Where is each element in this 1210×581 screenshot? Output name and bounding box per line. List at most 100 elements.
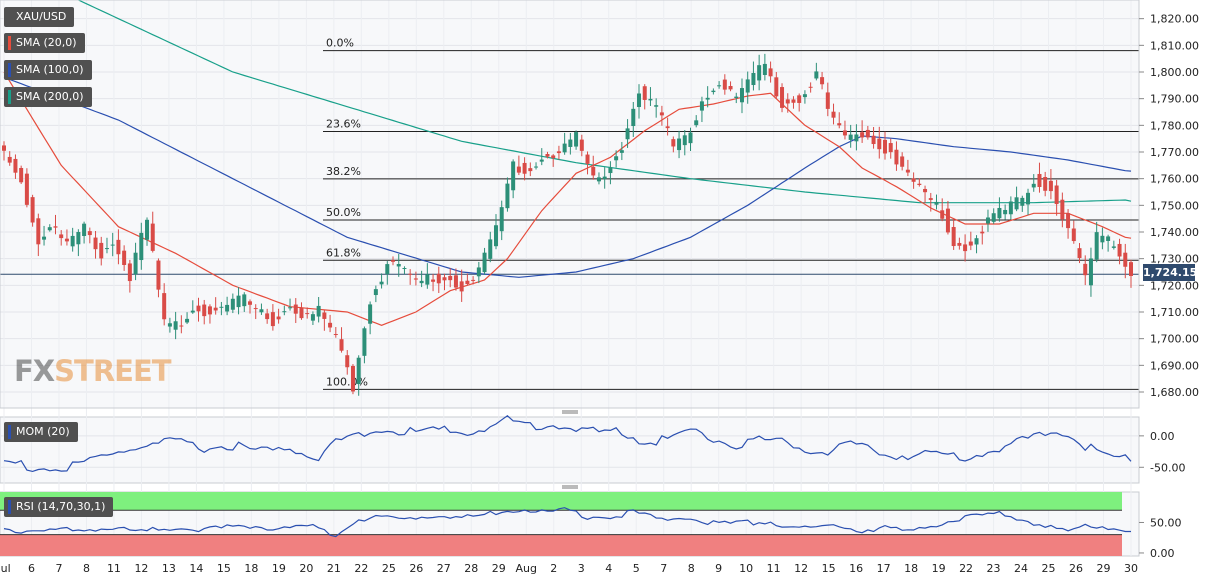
x-tick-label: 2 xyxy=(550,562,557,575)
candle-body xyxy=(963,244,968,252)
candle-body xyxy=(665,126,670,129)
price-y-tick-label: 1,760.00 xyxy=(1150,173,1199,186)
candle-body xyxy=(1026,192,1031,205)
candle-body xyxy=(419,280,424,284)
rsi-panel: 50.00 0.00 xyxy=(0,492,1182,560)
candle-body xyxy=(831,111,836,118)
candle-body xyxy=(162,293,167,320)
candle-body xyxy=(299,307,304,319)
x-tick-label: Aug xyxy=(516,562,537,575)
candle-body xyxy=(53,226,58,228)
candle-body xyxy=(762,63,767,76)
x-tick-label: 13 xyxy=(162,562,176,575)
candle-body xyxy=(259,309,264,313)
candle-body xyxy=(396,264,401,267)
x-tick-label: 5 xyxy=(633,562,640,575)
candle-body xyxy=(791,99,796,103)
candle-body xyxy=(734,96,739,99)
candle-body xyxy=(379,281,384,285)
x-tick-label: 17 xyxy=(877,562,891,575)
candle-body xyxy=(797,95,802,103)
x-tick-label: 20 xyxy=(299,562,313,575)
candle-body xyxy=(362,328,367,356)
candle-body xyxy=(87,231,92,236)
x-tick-label: 25 xyxy=(1042,562,1056,575)
candle-body xyxy=(1077,248,1082,259)
candle-body xyxy=(505,183,510,209)
candle-body xyxy=(1048,180,1053,192)
candle-body xyxy=(717,85,722,87)
candle-body xyxy=(150,223,155,251)
candle-body xyxy=(64,238,69,242)
sma200-label: SMA (200,0) xyxy=(16,90,84,103)
x-tick-label: 12 xyxy=(134,562,148,575)
candle-body xyxy=(436,273,441,284)
price-y-tick-label: 1,690.00 xyxy=(1150,359,1199,372)
sma200-swatch xyxy=(8,90,11,104)
candle-body xyxy=(179,325,184,327)
candle-body xyxy=(894,149,899,165)
x-tick-label: 18 xyxy=(904,562,918,575)
rsi-oversold-zone xyxy=(0,534,1122,556)
x-tick-label: 8 xyxy=(688,562,695,575)
candle-body xyxy=(625,128,630,140)
candle-body xyxy=(728,85,733,90)
candle-body xyxy=(1054,185,1059,205)
fibonacci-levels: 0.0% 23.6% 38.2% 50.0% 61.8% 100.0% xyxy=(0,37,1139,390)
candle-body xyxy=(1106,236,1111,242)
x-tick-label: 30 xyxy=(1124,562,1138,575)
candle-body xyxy=(883,139,888,154)
candle-body xyxy=(139,232,144,261)
candle-body xyxy=(877,138,882,150)
candle-body xyxy=(476,267,481,277)
candle-body xyxy=(688,132,693,144)
candle-body xyxy=(940,210,945,219)
candle-body xyxy=(814,71,819,79)
candle-body xyxy=(190,310,195,313)
candle-body xyxy=(230,298,235,310)
candle-body xyxy=(213,307,218,311)
candle-body xyxy=(780,87,785,108)
price-y-tick-label: 1,810.00 xyxy=(1150,39,1199,52)
candle-body xyxy=(30,197,35,223)
candle-body xyxy=(185,318,190,323)
candle-body xyxy=(923,188,928,193)
candle-body xyxy=(934,201,939,205)
candle-body xyxy=(156,260,161,290)
candle-body xyxy=(402,268,407,270)
candle-body xyxy=(76,231,81,245)
candle-body xyxy=(585,154,590,164)
candle-body xyxy=(207,306,212,315)
candle-body xyxy=(482,252,487,273)
candle-body xyxy=(551,155,556,159)
x-tick-label: Jul xyxy=(0,562,11,575)
candle-body xyxy=(1014,197,1019,210)
x-tick-label: 11 xyxy=(767,562,781,575)
panel-bg-1 xyxy=(0,416,1140,484)
candle-body xyxy=(333,334,338,336)
candle-body xyxy=(36,218,41,245)
x-tick-label: 29 xyxy=(1097,562,1111,575)
candle-body xyxy=(631,108,636,127)
candle-body xyxy=(648,98,653,101)
price-y-tick-label: 1,770.00 xyxy=(1150,146,1199,159)
candle-body xyxy=(911,178,916,182)
x-tick-label: 10 xyxy=(739,562,753,575)
candle-body xyxy=(619,150,624,153)
candle-body xyxy=(356,357,361,385)
candle-body xyxy=(493,225,498,247)
sma200-line xyxy=(76,0,1132,204)
candle-body xyxy=(1083,263,1088,276)
candle-body xyxy=(322,312,327,319)
candle-body xyxy=(556,151,561,154)
candle-body xyxy=(928,198,933,200)
x-tick-label: 14 xyxy=(189,562,203,575)
candle-body xyxy=(545,154,550,157)
candle-body xyxy=(802,94,807,98)
candle-body xyxy=(694,120,699,126)
candle-body xyxy=(431,279,436,282)
candle-body xyxy=(110,244,115,246)
sma100-line xyxy=(3,76,1132,278)
fib-label: 100.0% xyxy=(326,375,368,388)
candle-body xyxy=(654,105,659,107)
